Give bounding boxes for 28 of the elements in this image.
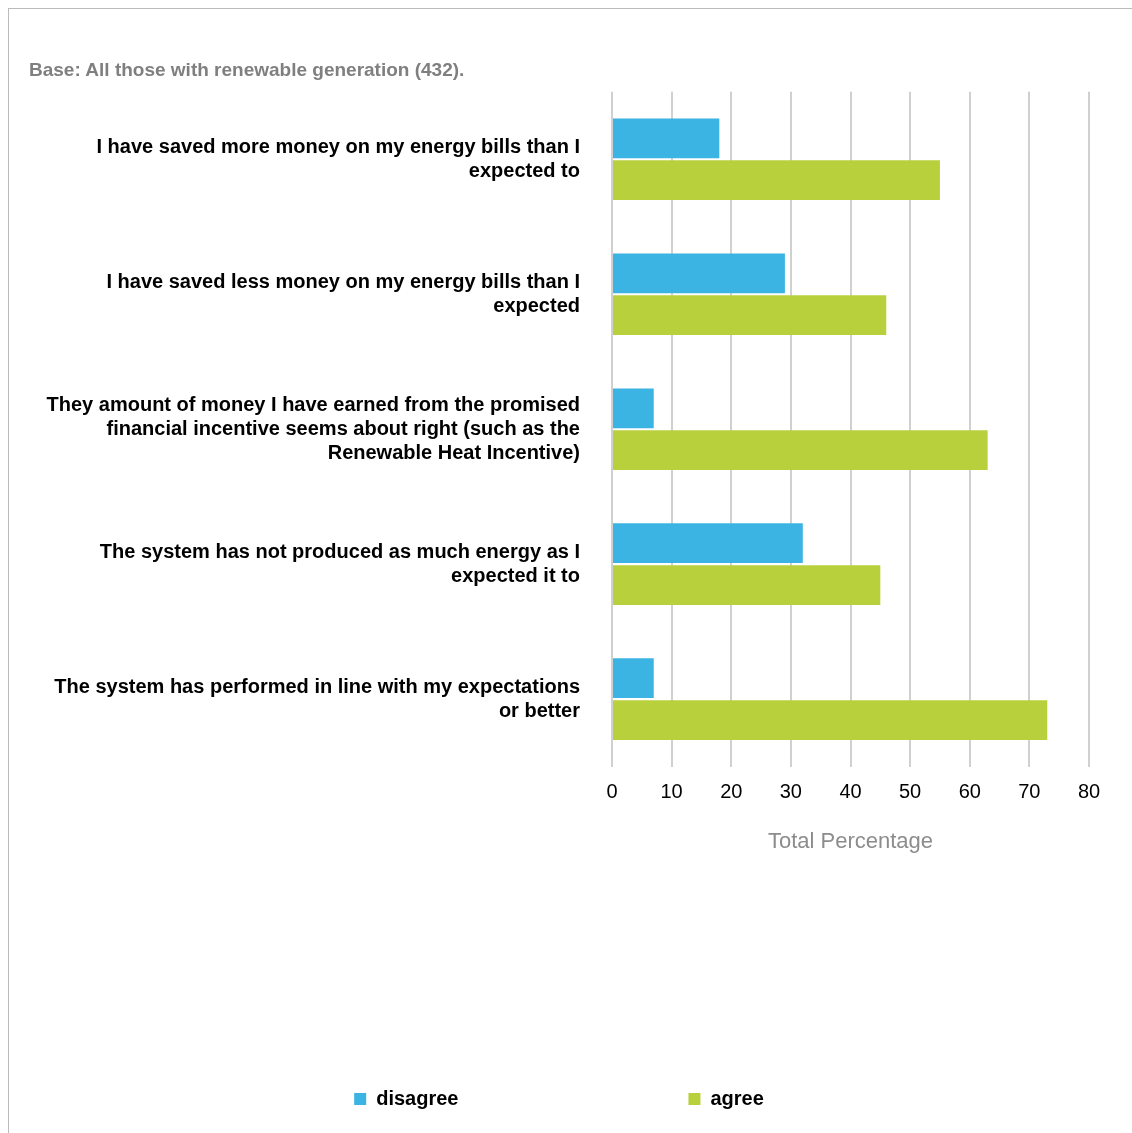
bar — [613, 700, 1048, 740]
y-tick-label: I have saved more money on my energy bills than I expected to — [96, 134, 580, 181]
bar — [613, 523, 803, 564]
bar — [613, 118, 720, 159]
x-tick-label: 10 — [660, 780, 683, 803]
bar — [613, 565, 881, 605]
y-tick-label: I have saved less money on my energy bills than I expected — [106, 269, 580, 316]
x-tick-label: 40 — [839, 780, 862, 803]
bar — [613, 388, 654, 429]
x-tick-label: 70 — [1018, 780, 1041, 803]
x-axis-title: Total Percentage — [767, 827, 934, 853]
x-tick-label: 20 — [720, 780, 743, 803]
x-tick-label: 30 — [779, 780, 802, 803]
bar — [613, 658, 654, 699]
bar — [613, 295, 887, 336]
bar — [613, 160, 940, 201]
y-tick-label: The system has performed in line with my expectations or better — [54, 674, 581, 721]
legend-label: agree — [710, 1086, 764, 1109]
y-tick-label: They amount of money I have earned from the promised financial incentive seems about right (such as the Renewable Heat Incentive) — [46, 392, 580, 463]
y-tick-label: The system has not produced as much energy as I expected it to — [99, 539, 580, 586]
x-tick-label: 50 — [899, 780, 922, 803]
x-tick-label: 0 — [606, 780, 618, 803]
bar — [613, 253, 785, 294]
x-tick-label: 80 — [1077, 780, 1101, 803]
text: Base: All those with renewable generation (432). — [29, 58, 465, 80]
x-tick-label: 60 — [958, 780, 981, 803]
legend-label: disagree — [376, 1086, 459, 1109]
bar — [613, 430, 988, 470]
